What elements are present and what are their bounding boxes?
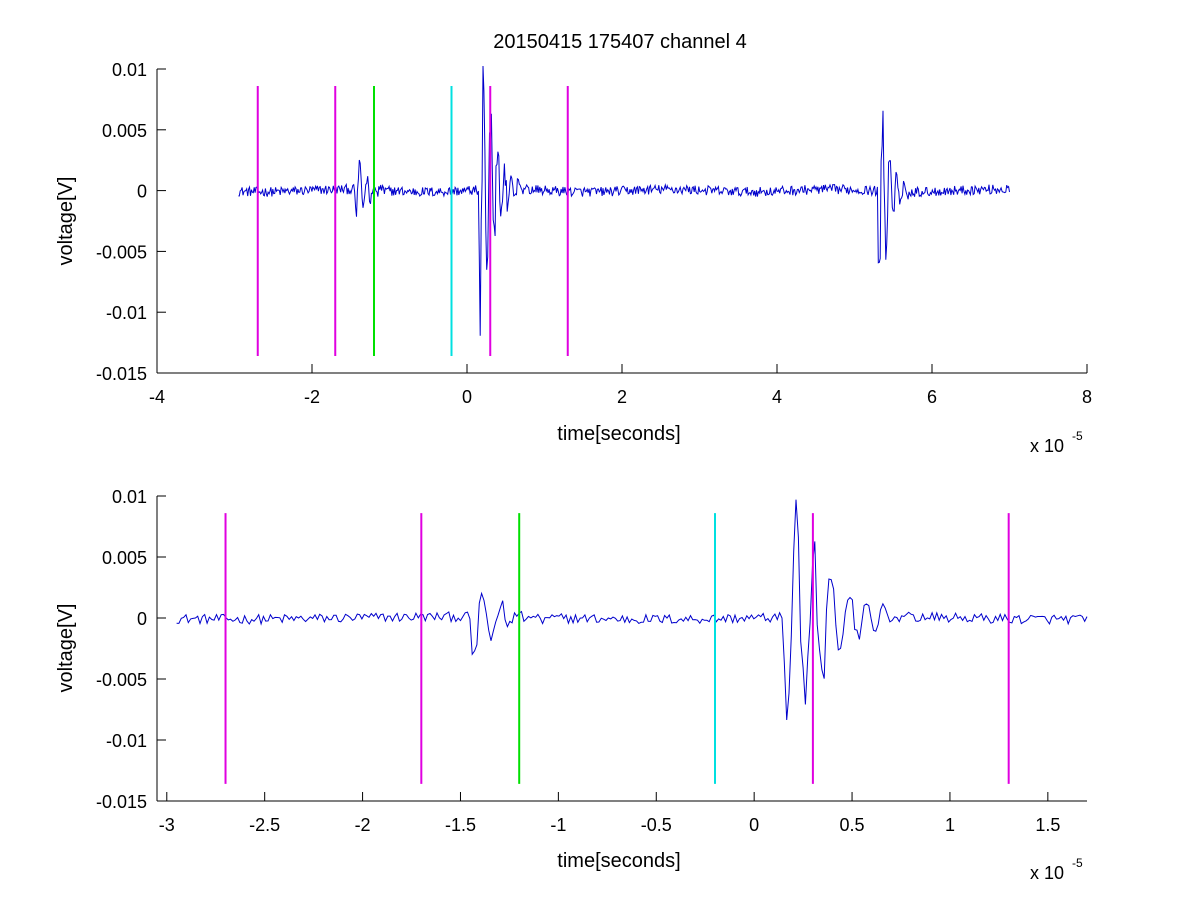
x-tick-label: -3	[159, 815, 175, 835]
bottom-axes: voltage[V] time[seconds] x 10 -5 -3 -2.5 -…	[55, 487, 1088, 883]
x-tick-label: 8	[1082, 387, 1092, 407]
x-tick-label: 2	[617, 387, 627, 407]
bottom-x-exponent-base: x 10	[1030, 863, 1064, 883]
top-x-axis-label: time[seconds]	[557, 423, 680, 445]
x-tick-label: -2	[355, 815, 371, 835]
x-tick-label: -1	[550, 815, 566, 835]
y-tick-label: -0.015	[96, 364, 147, 384]
top-y-axis-label: voltage[V]	[55, 177, 77, 266]
top-x-exponent-power: -5	[1072, 429, 1083, 443]
top-x-exponent-base: x 10	[1030, 436, 1064, 456]
x-tick-label: -1.5	[445, 815, 476, 835]
x-tick-label: 6	[927, 387, 937, 407]
x-tick-label: -4	[149, 387, 165, 407]
bottom-y-axis-label: voltage[V]	[55, 604, 77, 693]
y-tick-label: 0.005	[102, 548, 147, 568]
signal-line	[176, 499, 1088, 721]
y-tick-label: 0.01	[112, 60, 147, 80]
y-tick-label: -0.005	[96, 242, 147, 262]
x-tick-label: 1	[945, 815, 955, 835]
chart-title: 20150415 175407 channel 4	[493, 31, 747, 53]
y-tick-label: -0.01	[106, 731, 147, 751]
y-tick-label: 0.005	[102, 121, 147, 141]
x-tick-label: 0	[462, 387, 472, 407]
bottom-x-exponent-power: -5	[1072, 856, 1083, 870]
x-tick-label: -2.5	[249, 815, 280, 835]
bottom-x-axis-label: time[seconds]	[557, 850, 680, 872]
x-tick-label: 4	[772, 387, 782, 407]
x-tick-label: 1.5	[1035, 815, 1060, 835]
y-tick-label: 0	[137, 182, 147, 202]
top-axes: 20150415 175407 channel 4 voltage[V] tim…	[55, 31, 1092, 456]
x-tick-label: -0.5	[641, 815, 672, 835]
x-tick-label: -2	[304, 387, 320, 407]
y-tick-label: -0.005	[96, 670, 147, 690]
x-tick-label: 0	[749, 815, 759, 835]
signal-line	[238, 65, 1010, 336]
y-tick-label: -0.015	[96, 792, 147, 812]
x-tick-label: 0.5	[840, 815, 865, 835]
y-tick-label: 0.01	[112, 487, 147, 507]
y-tick-label: 0	[137, 609, 147, 629]
y-tick-label: -0.01	[106, 303, 147, 323]
